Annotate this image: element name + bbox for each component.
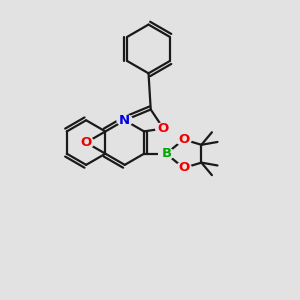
Ellipse shape: [176, 162, 191, 174]
Ellipse shape: [117, 115, 133, 126]
Text: O: O: [178, 161, 189, 175]
Text: B: B: [161, 147, 171, 160]
Text: O: O: [178, 133, 189, 146]
Text: O: O: [158, 122, 169, 135]
Ellipse shape: [176, 134, 191, 145]
Ellipse shape: [159, 148, 174, 159]
Ellipse shape: [78, 137, 94, 148]
Text: O: O: [80, 136, 92, 149]
Ellipse shape: [156, 123, 171, 134]
Text: N: N: [119, 114, 130, 127]
